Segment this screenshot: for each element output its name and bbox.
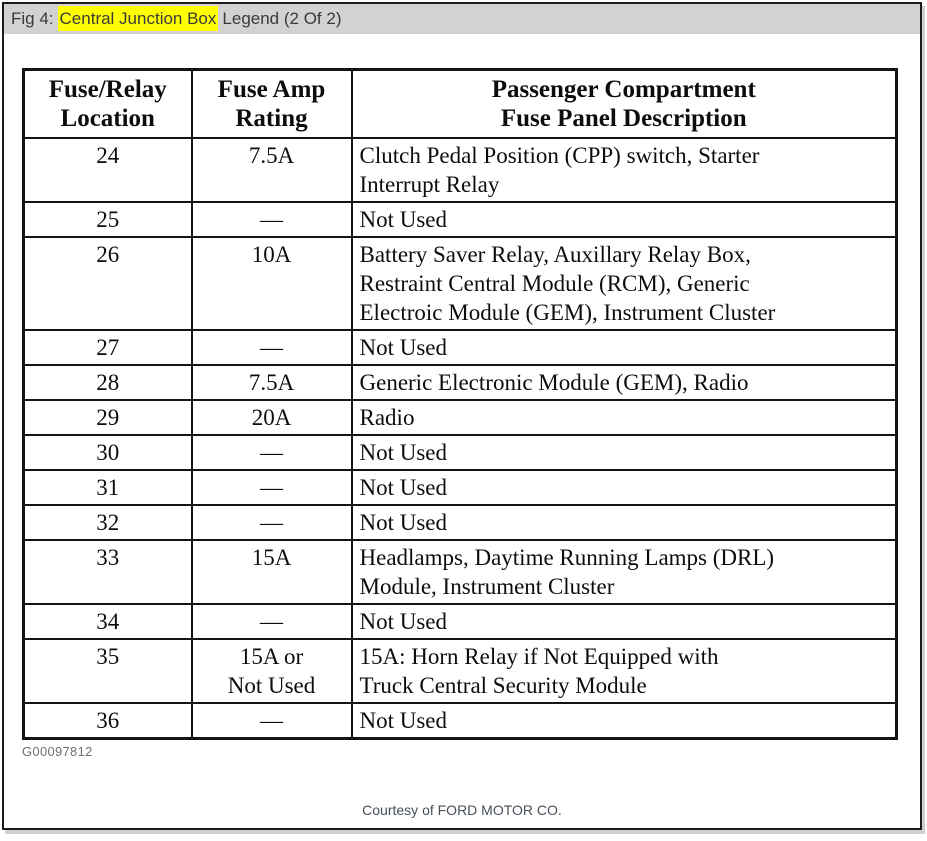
fuse-description-cell: Not Used [350,329,898,366]
fuse-description-cell: Battery Saver Relay, Auxillary Relay Box… [350,236,898,331]
fuse-location-cell: 29 [22,399,193,436]
fuse-location-cell: 35 [22,638,193,704]
column-header-location: Fuse/Relay Location [22,68,193,139]
table-row: 35 15A or Not Used 15A: Horn Relay if No… [22,638,898,704]
column-header-description: Passenger Compartment Fuse Panel Descrip… [350,68,898,139]
table-row: 31 — Not Used [22,469,898,506]
table-row: 34 — Not Used [22,603,898,640]
fuse-rating-cell: 15A or Not Used [190,638,353,704]
fuse-rating-cell: — [190,329,353,366]
fuse-rating-cell: — [190,603,353,640]
fuse-description-cell: Not Used [350,603,898,640]
fuse-description-cell: Headlamps, Daytime Running Lamps (DRL) M… [350,539,898,605]
fuse-description-cell: Not Used [350,504,898,541]
document-page: Fig 4: Central Junction Box Legend (2 Of 2… [2,2,922,830]
fuse-location-cell: 34 [22,603,193,640]
table-header-row: Fuse/Relay Location Fuse Amp Rating Pass… [22,68,898,139]
fuse-location-cell: 30 [22,434,193,471]
table-row: 27 — Not Used [22,329,898,366]
fuse-location-cell: 26 [22,236,193,331]
table-row: 32 — Not Used [22,504,898,541]
figure-caption-highlight: Central Junction Box [57,6,219,31]
fuse-rating-cell: 20A [190,399,353,436]
fuse-description-cell: Not Used [350,201,898,238]
fuse-location-cell: 31 [22,469,193,506]
fuse-rating-cell: 15A [190,539,353,605]
fuse-location-cell: 32 [22,504,193,541]
table-row: 24 7.5A Clutch Pedal Position (CPP) swit… [22,137,898,203]
fuse-rating-cell: — [190,702,353,740]
fuse-location-cell: 33 [22,539,193,605]
fuse-location-cell: 27 [22,329,193,366]
figure-id: G00097812 [22,744,93,759]
fuse-rating-cell: — [190,434,353,471]
fuse-rating-cell: — [190,469,353,506]
fuse-description-cell: Not Used [350,469,898,506]
fuse-location-cell: 28 [22,364,193,401]
figure-caption-bar: Fig 4: Central Junction Box Legend (2 Of 2… [4,4,920,34]
fuse-location-cell: 25 [22,201,193,238]
table-row: 36 — Not Used [22,702,898,740]
fuse-description-cell: Clutch Pedal Position (CPP) switch, Star… [350,137,898,203]
fuse-rating-cell: — [190,201,353,238]
fuse-description-cell: Not Used [350,434,898,471]
table-row: 29 20A Radio [22,399,898,436]
figure-caption-suffix: Legend (2 Of 2) [222,9,342,28]
fuse-description-cell: Radio [350,399,898,436]
table-row: 30 — Not Used [22,434,898,471]
fuse-rating-cell: 10A [190,236,353,331]
fuse-description-cell: Not Used [350,702,898,740]
table-row: 26 10A Battery Saver Relay, Auxillary Re… [22,236,898,331]
fuse-legend-table: Fuse/Relay Location Fuse Amp Rating Pass… [22,68,898,740]
table-row: 28 7.5A Generic Electronic Module (GEM),… [22,364,898,401]
table-row: 25 — Not Used [22,201,898,238]
fuse-rating-cell: 7.5A [190,364,353,401]
fuse-rating-cell: — [190,504,353,541]
fuse-description-cell: Generic Electronic Module (GEM), Radio [350,364,898,401]
table-row: 33 15A Headlamps, Daytime Running Lamps … [22,539,898,605]
courtesy-line: Courtesy of FORD MOTOR CO. [362,802,562,818]
fuse-location-cell: 36 [22,702,193,740]
fuse-description-cell: 15A: Horn Relay if Not Equipped with Tru… [350,638,898,704]
figure-caption-prefix: Fig 4: [11,9,54,28]
fuse-location-cell: 24 [22,137,193,203]
column-header-rating: Fuse Amp Rating [190,68,353,139]
fuse-rating-cell: 7.5A [190,137,353,203]
